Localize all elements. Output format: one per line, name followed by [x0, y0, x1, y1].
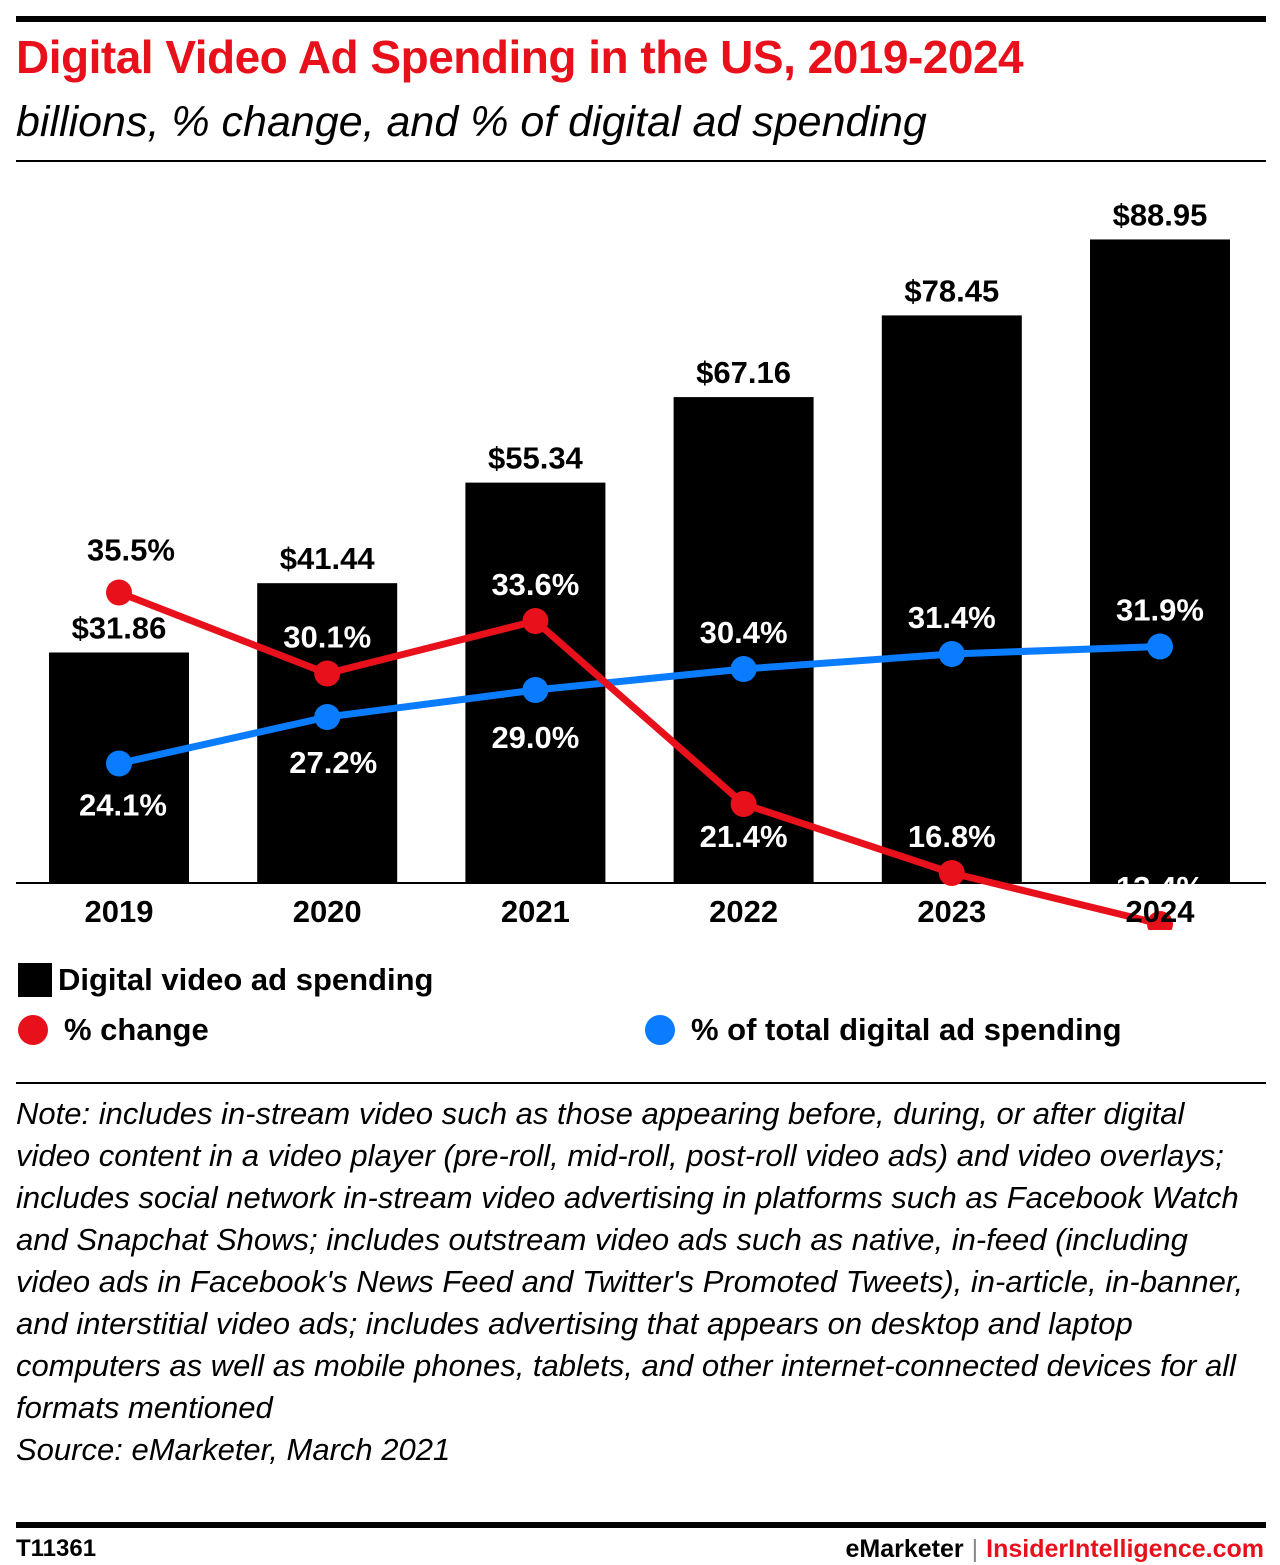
bar-2020 [257, 583, 398, 883]
note-block: Note: includes in-stream video such as t… [16, 1093, 1266, 1471]
bar-2024 [1090, 239, 1230, 883]
bar-label-2020: $41.44 [280, 541, 376, 576]
change-point-2023 [938, 860, 965, 886]
share-point-2022 [730, 656, 757, 682]
brand-separator: | [971, 1535, 979, 1563]
share-label-2022: 30.4% [700, 615, 788, 650]
bar-2023 [881, 315, 1022, 883]
x-tick-2021: 2021 [501, 894, 570, 929]
change-label-2024: 13.4% [1116, 870, 1204, 905]
source-text: Source: eMarketer, March 2021 [16, 1432, 451, 1467]
change-label-2019: 35.5% [87, 533, 175, 568]
x-tick-2022: 2022 [709, 894, 778, 929]
footer-brand: eMarketer | InsiderIntelligence.com [846, 1535, 1265, 1564]
change-label-2020: 30.1% [283, 620, 371, 655]
share-point-2023 [938, 641, 965, 667]
change-label-2023: 16.8% [908, 819, 996, 854]
bar-label-2019: $31.86 [72, 610, 167, 645]
legend-bar-swatch [18, 963, 52, 997]
brand-insider-intelligence: InsiderIntelligence.com [986, 1535, 1264, 1563]
note-text: Note: includes in-stream video such as t… [16, 1096, 1244, 1425]
legend-change: % change [18, 1012, 209, 1048]
bar-label-2023: $78.45 [904, 273, 999, 308]
chart-id: T11361 [16, 1535, 97, 1562]
top-rule [16, 16, 1266, 22]
share-point-2024 [1147, 633, 1173, 660]
note-divider [16, 1082, 1266, 1084]
share-point-2019 [106, 750, 132, 777]
share-line [118, 643, 1161, 767]
x-tick-2024: 2024 [1126, 894, 1196, 929]
legend-share: % of total digital ad spending [645, 1012, 1122, 1048]
share-label-2024: 31.9% [1116, 593, 1204, 628]
change-point-2019 [106, 579, 132, 606]
header-divider [16, 160, 1266, 162]
bar-label-2024: $88.95 [1113, 197, 1208, 232]
x-tick-2020: 2020 [293, 894, 362, 929]
bottom-rule [16, 1522, 1266, 1528]
change-point-2022 [730, 791, 757, 817]
legend-change-label: % change [64, 1012, 209, 1047]
change-point-2021 [522, 608, 549, 634]
brand-emarketer: eMarketer [845, 1535, 964, 1563]
x-tick-2023: 2023 [917, 894, 986, 929]
share-label-2020: 27.2% [289, 745, 377, 780]
x-tick-2019: 2019 [85, 894, 154, 929]
share-label-2023: 31.4% [908, 600, 996, 635]
legend-share-label: % of total digital ad spending [691, 1012, 1122, 1047]
chart-title: Digital Video Ad Spending in the US, 201… [16, 31, 1024, 83]
change-point-2020 [314, 660, 341, 687]
legend-bars: Digital video ad spending [18, 962, 433, 998]
bar-label-2022: $67.16 [696, 355, 791, 390]
share-label-2019: 24.1% [79, 788, 167, 823]
change-point-2024 [1147, 911, 1173, 930]
share-point-2020 [314, 704, 341, 730]
share-point-2021 [522, 677, 549, 703]
legend-change-dot [18, 1015, 48, 1045]
combo-chart: $31.86 $41.44 $55.34 $67.16 $78.45 $88.95 35.5… [16, 197, 1266, 930]
chart-subtitle: billions, % change, and % of digital ad … [16, 98, 927, 146]
legend-bars-label: Digital video ad spending [58, 962, 434, 997]
change-label-2022: 21.4% [700, 819, 788, 854]
share-label-2021: 29.0% [491, 720, 579, 755]
bar-label-2021: $55.34 [488, 441, 584, 476]
legend-share-dot [645, 1015, 675, 1045]
change-label-2021: 33.6% [491, 567, 579, 602]
change-line [117, 589, 1161, 928]
